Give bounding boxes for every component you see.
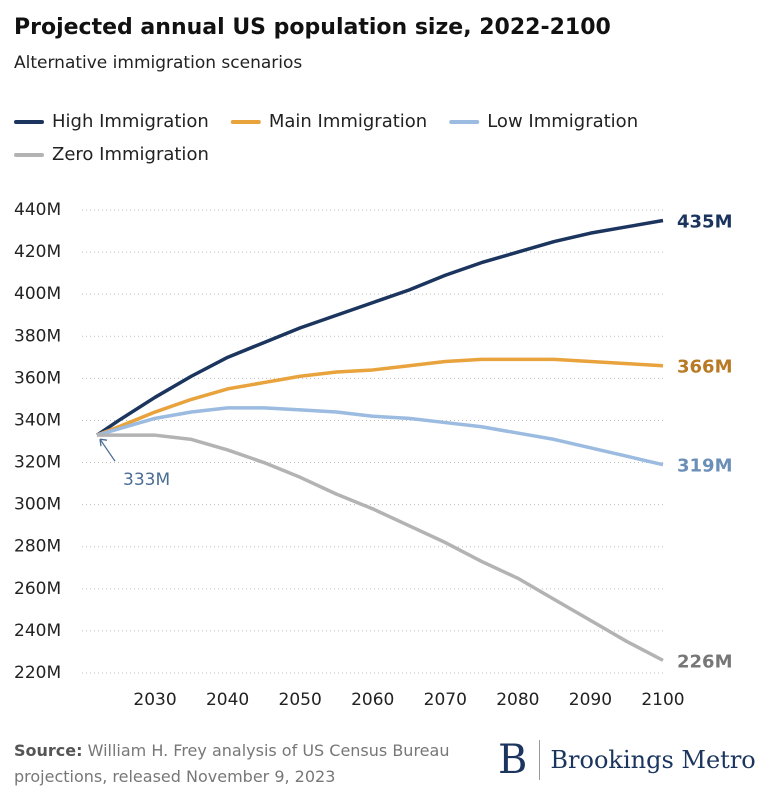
series-line <box>96 218 664 437</box>
legend-label: Low Immigration <box>487 111 638 132</box>
x-tick-label: 2050 <box>279 690 322 710</box>
series-line <box>97 433 664 662</box>
legend-label: High Immigration <box>52 111 209 132</box>
annotation-arrowhead <box>99 438 108 447</box>
y-tick-label: 300M <box>14 495 61 515</box>
x-tick-label: 2030 <box>133 690 176 710</box>
y-tick-label: 260M <box>14 579 61 599</box>
end-label: 366M <box>677 357 733 378</box>
x-tick-label: 2100 <box>641 690 684 710</box>
y-tick-label: 320M <box>14 453 61 473</box>
series-line <box>96 357 664 437</box>
x-tick-label: 2090 <box>569 690 612 710</box>
y-tick-label: 360M <box>14 368 61 388</box>
x-tick-label: 2070 <box>424 690 467 710</box>
end-label: 226M <box>677 651 733 672</box>
y-tick-label: 340M <box>14 410 61 430</box>
y-tick-label: 220M <box>14 663 61 683</box>
source-label: Source: <box>14 741 83 760</box>
x-tick-label: 2040 <box>206 690 249 710</box>
x-tick-label: 2060 <box>351 690 394 710</box>
y-tick-label: 240M <box>14 621 61 641</box>
legend-label: Zero Immigration <box>52 144 209 165</box>
source-text: William H. Frey analysis of US Census Bu… <box>14 741 450 786</box>
y-tick-label: 440M <box>14 200 61 220</box>
y-tick-label: 420M <box>14 242 61 262</box>
logo-text: Brookings Metro <box>550 746 756 774</box>
y-tick-label: 400M <box>14 284 61 304</box>
logo: B Brookings Metro <box>498 740 756 780</box>
end-label: 435M <box>677 212 733 233</box>
chart-subtitle: Alternative immigration scenarios <box>14 53 302 73</box>
y-tick-label: 280M <box>14 537 61 557</box>
chart: Projected annual US population size, 202… <box>14 15 733 710</box>
end-label: 319M <box>677 456 733 477</box>
legend-label: Main Immigration <box>269 111 427 132</box>
chart-title: Projected annual US population size, 202… <box>14 15 611 40</box>
x-tick-label: 2080 <box>496 690 539 710</box>
annotation: 333M <box>123 470 170 490</box>
annotation-arrow <box>99 438 116 462</box>
y-tick-label: 380M <box>14 326 61 346</box>
source: Source: William H. Frey analysis of US C… <box>14 738 464 790</box>
logo-mark: B <box>498 740 541 780</box>
series-line <box>96 406 664 467</box>
